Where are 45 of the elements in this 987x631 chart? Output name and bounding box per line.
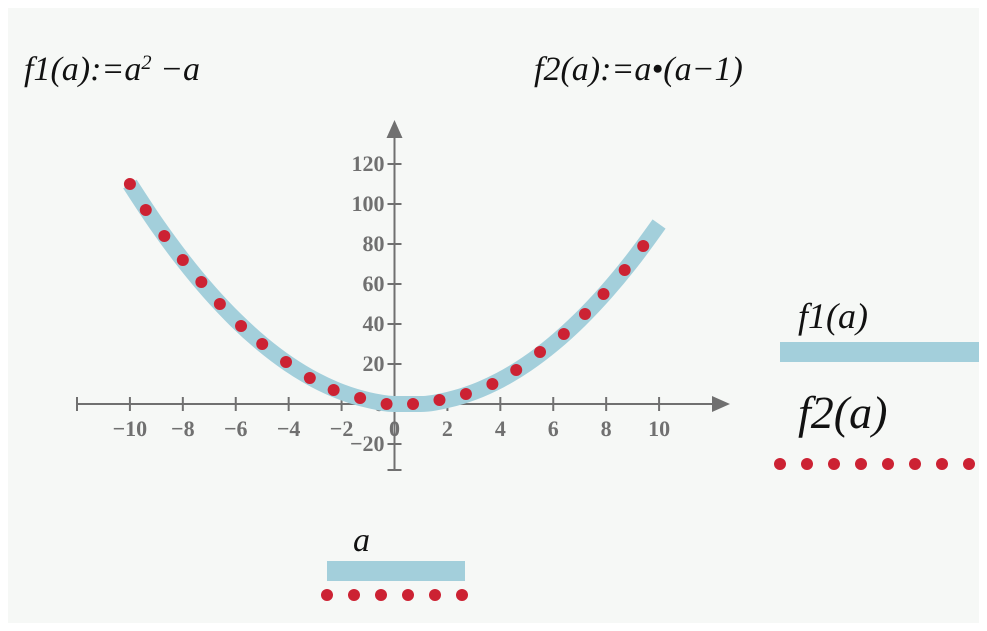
text: f1(a) [798, 296, 868, 336]
point [124, 178, 136, 190]
x-tick-label: −10 [112, 416, 148, 441]
point [407, 398, 420, 410]
point [433, 394, 446, 406]
x-tick-label: 10 [648, 416, 670, 441]
point [637, 240, 650, 252]
x-tick-label: 2 [442, 416, 453, 441]
point [354, 392, 366, 404]
x-tick-label: 4 [494, 416, 506, 441]
point [510, 364, 522, 376]
point [328, 384, 340, 396]
y-tick-label: 60 [362, 271, 384, 296]
point [214, 298, 226, 310]
y-tick-label: 120 [352, 151, 384, 176]
x-tick-label: −4 [276, 416, 300, 441]
text: f2(a) [798, 387, 888, 438]
point [486, 378, 498, 390]
y-tick-label: 80 [362, 231, 384, 256]
point [380, 398, 393, 410]
text: f2(a):=a•(a−1) [534, 51, 743, 88]
point [256, 338, 268, 350]
x-tick-label: −8 [171, 416, 195, 441]
x-axis-title: a [353, 522, 370, 559]
point [158, 230, 170, 242]
text: f1(a):=a$^{2}$ −a [24, 51, 200, 88]
point [618, 264, 631, 276]
y-tick-label: 100 [352, 191, 384, 216]
point [280, 356, 292, 368]
point [460, 388, 472, 400]
point [598, 288, 610, 300]
point [558, 328, 570, 340]
point [195, 276, 208, 288]
point [534, 346, 546, 358]
y-tick-label: 40 [362, 311, 384, 336]
point [140, 204, 152, 216]
point [235, 320, 248, 332]
point [176, 254, 189, 266]
x-tick-label: −2 [330, 416, 354, 441]
y-tick-label: 20 [362, 351, 384, 376]
x-tick-label: −6 [224, 416, 248, 441]
x-tick-label: 8 [600, 416, 612, 441]
x-tick-label: 6 [548, 416, 559, 441]
point [579, 308, 591, 320]
point [304, 372, 316, 384]
